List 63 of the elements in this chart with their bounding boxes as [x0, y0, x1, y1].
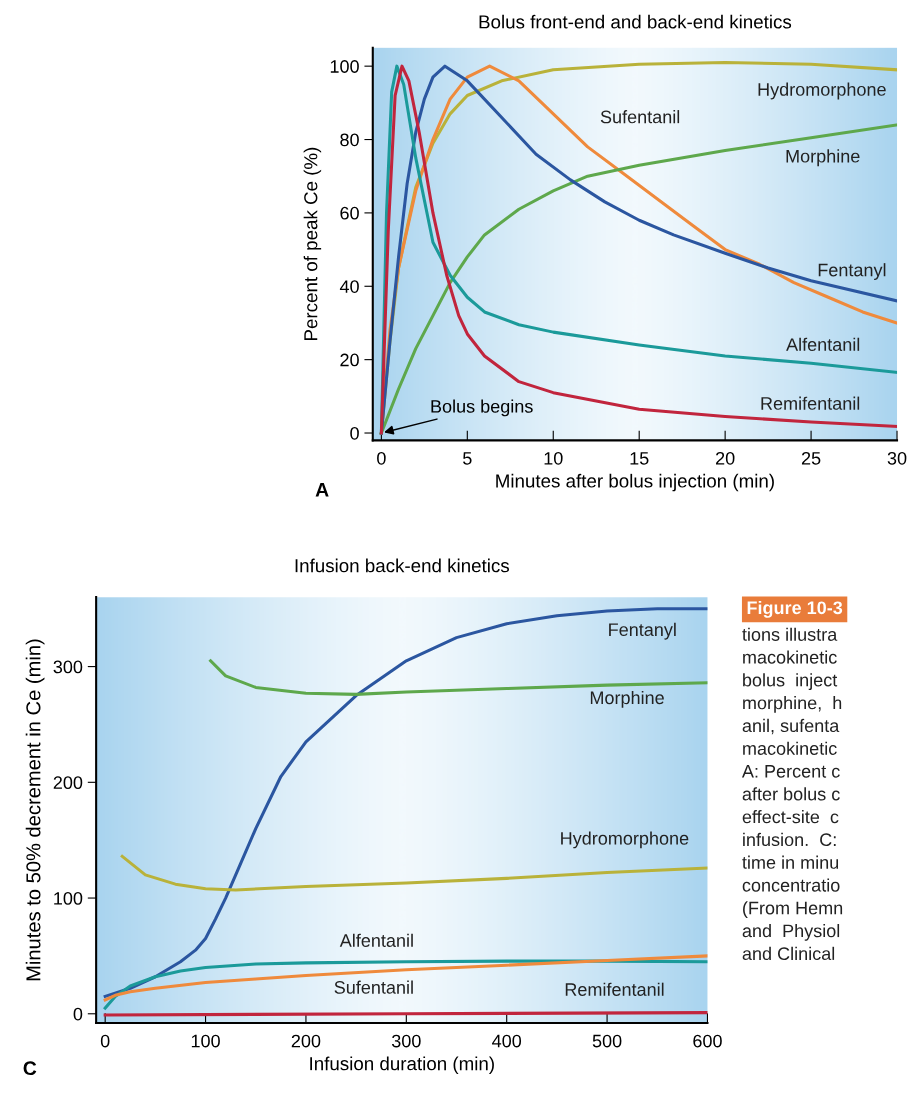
x-tick-label: 600 [693, 1034, 722, 1048]
text: anil, sufenta [742, 718, 840, 735]
series-label: Sufentanil [334, 980, 413, 994]
series-label: Fentanyl [818, 263, 886, 280]
x-tick-label: 0 [100, 1034, 110, 1048]
x-tick-label: 500 [592, 1034, 622, 1048]
line-series [120, 854, 708, 892]
y-tick-label: 300 [53, 660, 83, 674]
x-tick-label: 100 [191, 1034, 220, 1048]
text: time in minu [742, 855, 839, 869]
x-axis-title: Infusion duration (min) [310, 1056, 494, 1075]
x-tick-label: 15 [630, 452, 649, 465]
x-tick-label: 5 [463, 452, 472, 465]
text: and Clinical [742, 946, 835, 961]
series-label: Morphine [590, 690, 664, 708]
x-tick-label: 200 [291, 1034, 321, 1048]
text: C [23, 1061, 37, 1076]
series-label: Fentanyl [609, 622, 676, 640]
x-tick-label: 10 [544, 451, 563, 465]
text: concentratio [742, 878, 840, 892]
text: and Physiol [742, 924, 840, 941]
text: morphine, h [743, 696, 842, 713]
y-tick-label: 0 [350, 426, 359, 440]
chart-title: Infusion back-end kinetics [295, 558, 509, 573]
series-label: Alfentanil [786, 337, 860, 351]
series-label: Sufentanil [600, 110, 680, 124]
chart-title: Bolus front-end and back-end kinetics [479, 14, 792, 29]
x-tick-label: 25 [801, 451, 821, 465]
series-label: Hydromorphone [561, 831, 689, 849]
text: A [315, 483, 329, 497]
text: A: Percent c [741, 765, 840, 778]
x-axis-title: Minutes after bolus injection (min) [496, 473, 774, 492]
y-tick-label: 20 [340, 353, 359, 367]
y-axis-title: Minutes to 50% decrement in Ce (min) [25, 639, 45, 981]
text: bolus inject [743, 673, 838, 691]
y-tick-label: 80 [340, 133, 359, 147]
x-tick-label: 400 [492, 1034, 522, 1048]
y-tick-label: 0 [73, 1007, 83, 1021]
y-tick-label: 100 [330, 60, 359, 73]
text: macokinetic [743, 650, 837, 664]
text: after bolus c [742, 787, 840, 801]
x-tick-label: 0 [377, 451, 386, 465]
series-label: Remifentanil [761, 396, 860, 410]
y-axis-title: Percent of peak Ce (%) [303, 147, 322, 340]
text: macokinetic [743, 741, 837, 755]
series-label: Hydromorphone [758, 82, 886, 100]
x-tick-label: 300 [391, 1034, 421, 1048]
y-tick-label: 100 [54, 891, 83, 905]
text: (From Hemn [743, 901, 843, 919]
annotation: Bolus begins [431, 399, 533, 417]
text: Figure 10-3 [747, 600, 843, 618]
text: effect-site c [742, 810, 839, 824]
line-series [103, 954, 708, 1002]
y-tick-label: 40 [339, 280, 359, 293]
y-tick-label: 200 [53, 776, 83, 790]
text: tions illustra [742, 627, 838, 641]
y-tick-label: 60 [340, 206, 359, 220]
series-label: Morphine [786, 149, 860, 167]
x-tick-label: 30 [887, 451, 907, 465]
series-label: Alfentanil [339, 933, 413, 947]
x-tick-label: 20 [716, 451, 735, 465]
series-label: Remifentanil [565, 982, 664, 996]
text: infusion. C: [743, 832, 836, 847]
